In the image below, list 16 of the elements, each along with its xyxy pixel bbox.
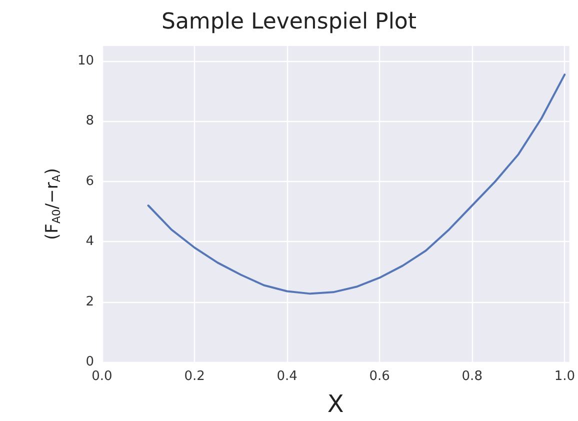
x-tick-label: 1.0	[554, 369, 576, 384]
x-tick-label: 0.0	[92, 369, 112, 384]
x-tick-label: 0.4	[276, 369, 298, 384]
y-tick-label: 0	[86, 354, 94, 370]
x-tick-label: 0.6	[369, 369, 390, 384]
y-tick-label: 8	[86, 114, 94, 129]
y-tick-label: 6	[86, 174, 94, 189]
x-tick-label: 0.8	[462, 369, 482, 384]
y-tick-label: 2	[86, 294, 94, 310]
x-tick-label: 0.2	[184, 369, 205, 384]
y-tick-label: 4	[86, 234, 94, 250]
y-tick-label: 10	[77, 54, 94, 69]
line-series	[147, 74, 566, 295]
y-axis-title: (FA0/−rA)	[42, 168, 63, 240]
chart-title: Sample Levenspiel Plot	[161, 10, 417, 34]
x-axis-title: X	[327, 390, 344, 418]
